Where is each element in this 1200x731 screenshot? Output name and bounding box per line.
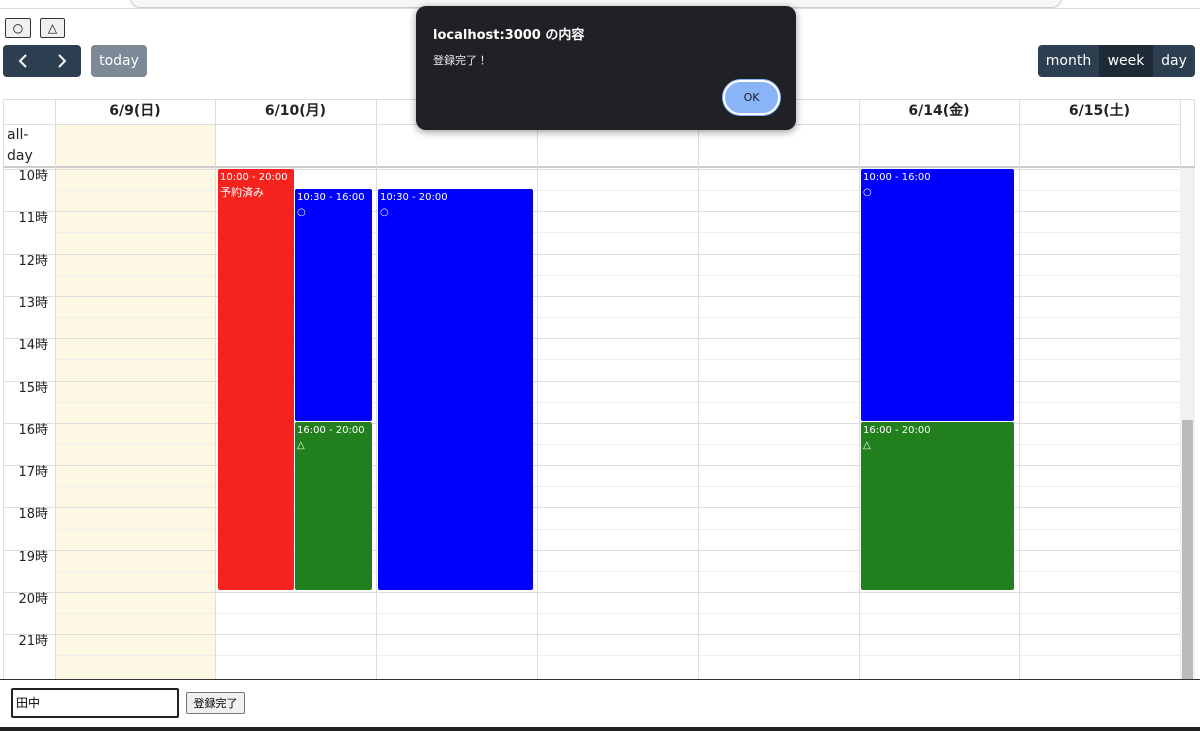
slot-line <box>55 190 1180 192</box>
next-button[interactable] <box>42 45 81 77</box>
today-button[interactable]: today <box>91 45 147 77</box>
event-time: 10:00 - 20:00 <box>220 172 288 183</box>
all-day-label: all-day <box>7 127 33 164</box>
chevron-left <box>18 54 27 68</box>
event-title: ○ <box>297 207 306 218</box>
dialog-message: 登録完了！ <box>433 54 488 67</box>
event[interactable]: 10:30 - 16:00 ○ <box>295 189 372 421</box>
event-title: △ <box>297 440 305 451</box>
hour-label: 10時 <box>18 169 48 184</box>
filter-button[interactable]: △ <box>40 18 65 38</box>
slot-line <box>3 465 1180 467</box>
column-line <box>859 99 860 680</box>
day-header: 6/14(金) <box>908 103 970 119</box>
slot-line <box>55 486 1180 488</box>
event-title: △ <box>863 440 871 451</box>
slot-line <box>3 592 1180 593</box>
column-line <box>698 99 699 680</box>
prev-button[interactable] <box>3 45 42 77</box>
view-button-active[interactable]: week <box>1099 45 1153 77</box>
ok-button[interactable]: OK <box>723 80 780 115</box>
event-title: ○ <box>380 207 389 218</box>
view-button[interactable]: month <box>1038 45 1099 77</box>
hour-label: 18時 <box>18 507 48 523</box>
slot-line <box>3 338 1180 340</box>
hour-label: 14時 <box>18 338 48 354</box>
hour-label: 15時 <box>18 380 48 396</box>
slot-line <box>55 274 1180 276</box>
event[interactable]: 16:00 - 20:00 △ <box>861 422 1014 590</box>
hour-label: 21時 <box>18 634 48 650</box>
alert-dialog: localhost:3000 の内容 登録完了！ OK <box>416 6 796 130</box>
event[interactable]: 10:00 - 20:00 予約済み <box>218 169 294 590</box>
slot-line <box>55 317 1180 319</box>
slot-line <box>3 422 1180 424</box>
submit-button[interactable]: 登録完了 <box>186 692 245 714</box>
event-time: 10:30 - 20:00 <box>380 192 448 203</box>
filter-button[interactable]: ○ <box>5 18 31 38</box>
column-line <box>1019 99 1020 680</box>
slot-line <box>3 295 1180 297</box>
day-header: 6/15(土) <box>1068 103 1131 119</box>
slot-line <box>55 613 1180 615</box>
slot-line <box>3 380 1180 382</box>
slot-line <box>3 211 1180 213</box>
day-header: 6/9(日) <box>109 103 161 119</box>
hour-label: 20時 <box>18 592 48 607</box>
today-allday <box>56 124 215 167</box>
event[interactable]: 10:30 - 20:00 ○ <box>378 189 533 590</box>
column-line <box>537 99 538 680</box>
chevron-right <box>57 54 66 68</box>
hour-label: 11時 <box>18 211 48 227</box>
event[interactable]: 16:00 - 20:00 △ <box>295 422 372 590</box>
slot-line <box>55 570 1180 572</box>
slot-line <box>55 401 1180 403</box>
slot-line <box>55 232 1180 234</box>
hour-label: 13時 <box>18 295 48 311</box>
scrollbar-thumb[interactable] <box>1182 420 1193 680</box>
slot-line <box>55 359 1180 361</box>
slot-line <box>55 655 1180 657</box>
hour-label: 19時 <box>18 549 48 565</box>
event-title: ○ <box>863 187 872 198</box>
column-line <box>55 99 56 680</box>
taskbar-edge <box>0 727 1200 731</box>
event-time: 10:30 - 16:00 <box>297 192 365 203</box>
today-column <box>56 168 215 680</box>
column-line <box>376 99 377 680</box>
slot-line <box>55 528 1180 530</box>
hour-label: 12時 <box>18 253 48 269</box>
name-input[interactable]: 田中 <box>11 688 179 718</box>
slot-line <box>3 507 1180 509</box>
event-time: 16:00 - 20:00 <box>863 425 931 436</box>
hour-label: 16時 <box>18 422 48 438</box>
dialog-title: localhost:3000 の内容 <box>433 28 585 43</box>
slot-line <box>3 549 1180 551</box>
slot-line <box>3 634 1180 636</box>
column-line <box>215 99 216 680</box>
allday-line <box>3 166 1195 168</box>
slot-line <box>3 169 1180 170</box>
view-button[interactable]: day <box>1153 45 1195 77</box>
event-time: 10:00 - 16:00 <box>863 172 931 183</box>
event[interactable]: 10:00 - 16:00 ○ <box>861 169 1014 421</box>
event-title: 予約済み <box>220 186 264 199</box>
slot-line <box>55 443 1180 445</box>
slot-line <box>3 253 1180 255</box>
footer <box>0 679 1200 727</box>
hour-label: 17時 <box>18 465 48 481</box>
event-time: 16:00 - 20:00 <box>297 425 365 436</box>
day-header: 6/10(月) <box>264 103 327 119</box>
